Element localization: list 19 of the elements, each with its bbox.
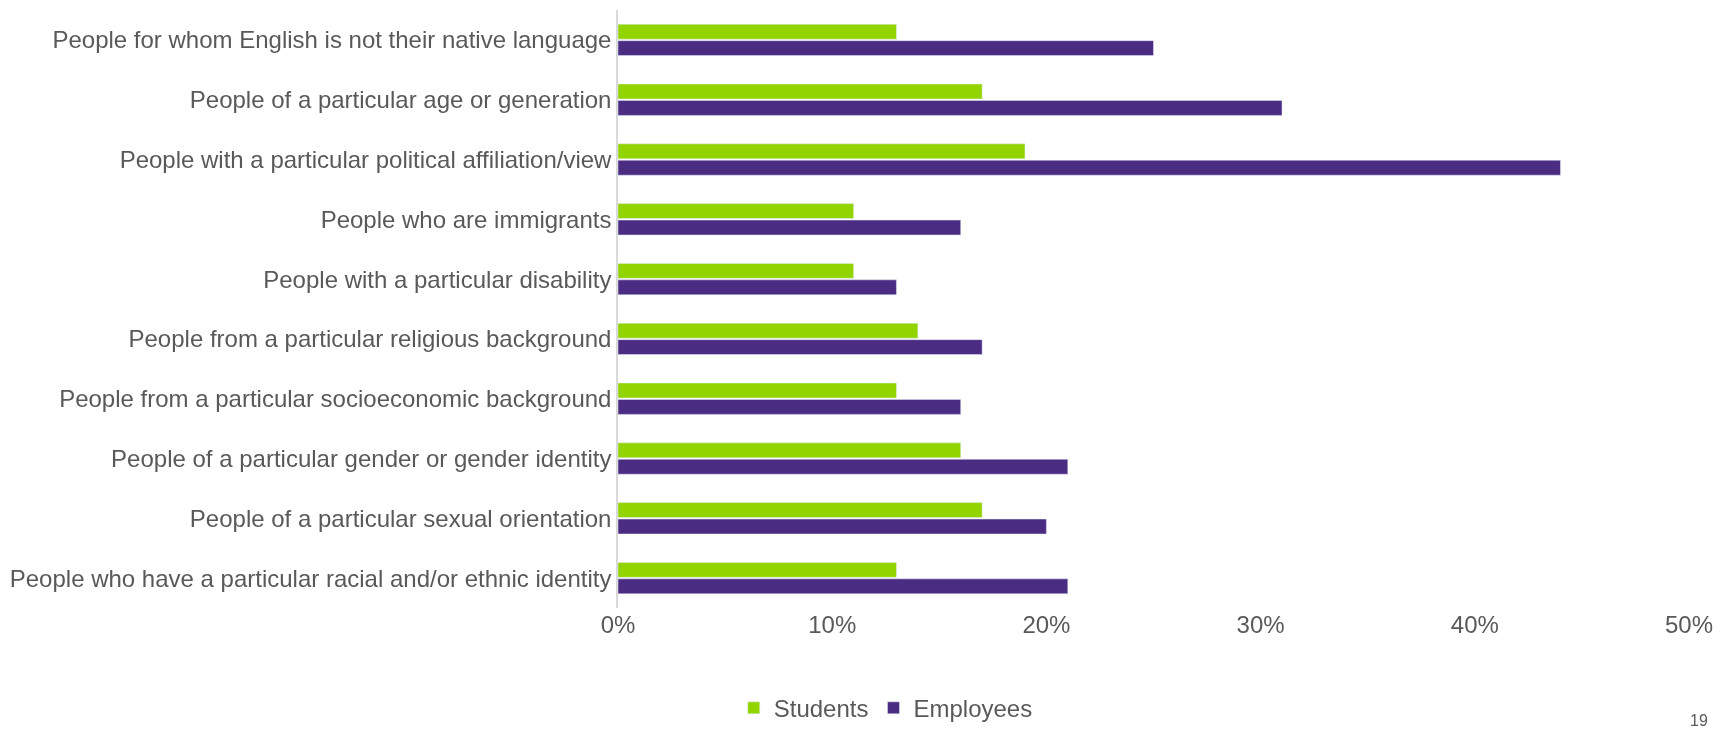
y-tick-label: People who are immigrants	[320, 205, 612, 233]
x-tick-label: 50%	[1664, 611, 1714, 638]
y-tick-label: People from a particular socioeconomic background	[59, 385, 612, 413]
x-tick-label: 30%	[1236, 611, 1285, 638]
x-tick-label: 0%	[600, 611, 636, 638]
x-tick-label: 40%	[1450, 611, 1499, 638]
y-tick-label: People of a particular age or generation	[189, 86, 612, 114]
y-tick-label: People of a particular sexual orientation	[189, 504, 612, 532]
y-tick-label: People from a particular religious background	[128, 325, 612, 353]
y-tick-label: People for whom English is not their native language	[52, 26, 612, 54]
x-tick-label: 20%	[1022, 611, 1071, 638]
y-tick-label: People who have a particular racial and/or ethnic identity	[9, 564, 612, 592]
legend-label: Students	[773, 695, 869, 723]
y-tick-label: People with a particular political affiliation/view	[119, 145, 613, 173]
x-tick-label: 10%	[808, 611, 857, 638]
text: 19	[1690, 712, 1708, 729]
y-tick-label: People with a particular disability	[263, 265, 612, 293]
y-tick-label: People of a particular gender or gender identity	[111, 444, 612, 472]
legend-label: Employees	[913, 695, 1033, 723]
